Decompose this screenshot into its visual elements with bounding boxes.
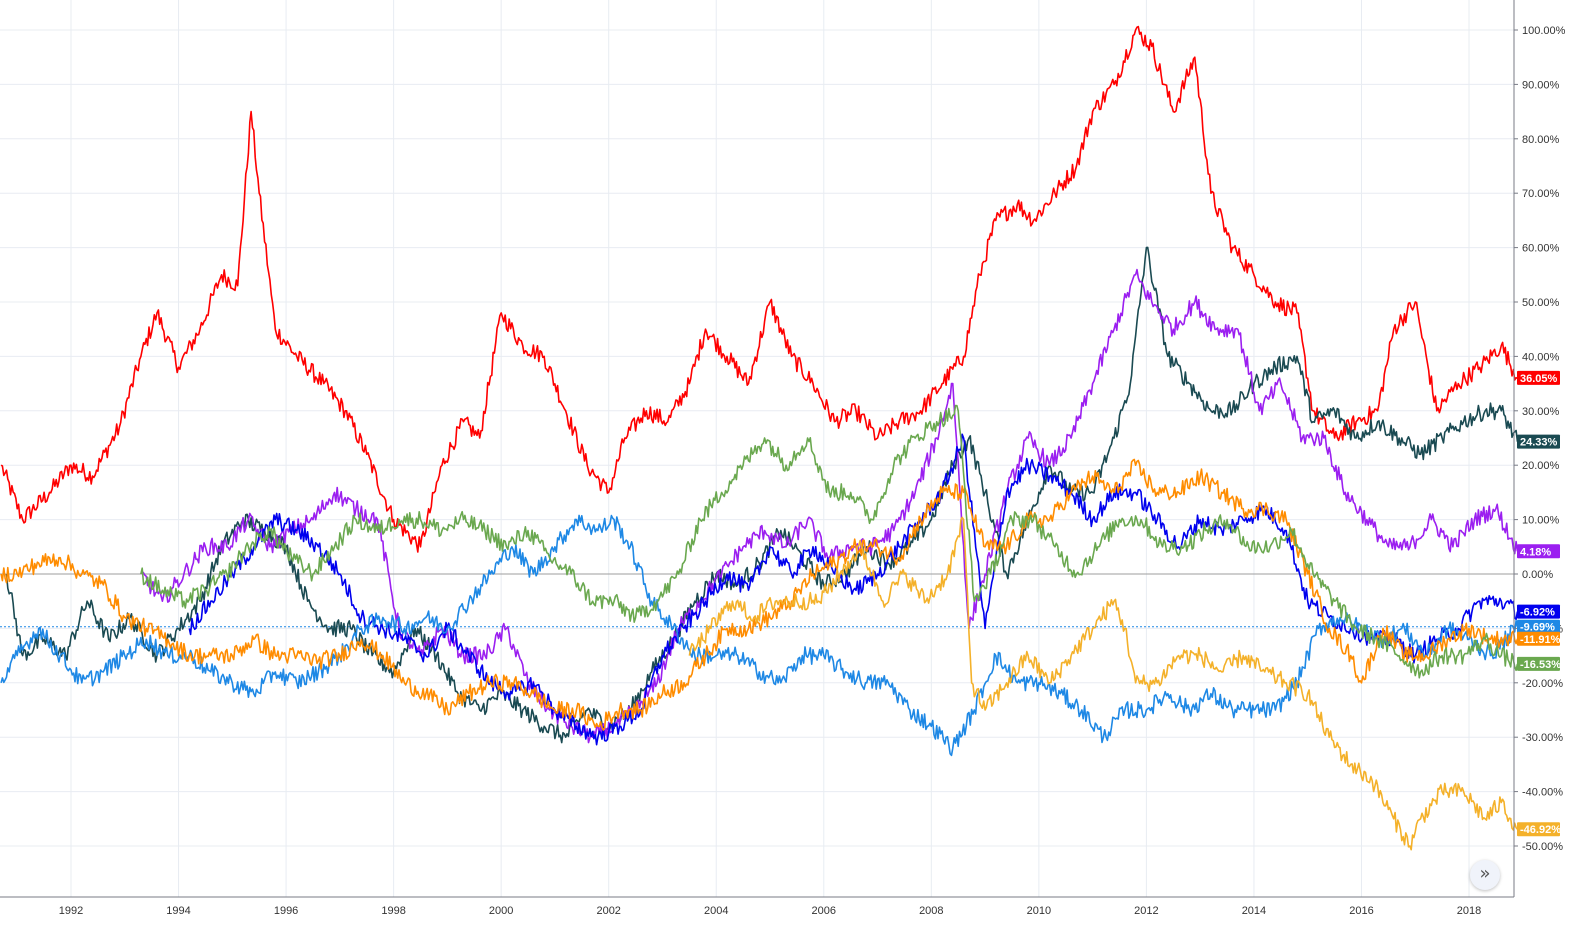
x-tick-label: 2000 [489,905,513,917]
series-line [0,25,1518,553]
y-tick-label: 50.00% [1522,297,1560,309]
x-tick-label: 2010 [1027,905,1051,917]
y-tick-label: -30.00% [1522,732,1563,744]
last-value-label: 4.18% [1520,546,1551,558]
last-value-label: -9.69% [1520,622,1555,634]
x-tick-label: 1996 [274,905,298,917]
series-line [140,404,1519,679]
series-line [688,516,1519,851]
y-tick-label: -20.00% [1522,678,1563,690]
series-line [0,458,1519,731]
x-tick-label: 2018 [1457,905,1481,917]
series-line [5,246,1519,744]
last-value-label: -11.91% [1520,634,1561,646]
last-value-label: 36.05% [1520,373,1558,385]
double-chevron-right-icon: » [1479,863,1491,884]
y-tick-label: 10.00% [1522,515,1560,527]
x-tick-label: 2002 [596,905,620,917]
last-value-badge [1517,370,1560,385]
series-line [0,514,1519,757]
x-tick-label: 2006 [812,905,836,917]
last-value-label: -6.92% [1520,607,1555,619]
x-tick-label: 2014 [1242,905,1266,917]
y-tick-label: 90.00% [1522,79,1560,91]
y-tick-label: 70.00% [1522,188,1560,200]
last-value-badge [1517,619,1560,634]
x-tick-label: 1994 [166,905,190,917]
last-value-label: -46.92% [1520,824,1561,836]
y-tick-label: 100.00% [1522,25,1566,37]
last-value-label: 24.33% [1520,437,1558,449]
y-tick-label: 40.00% [1522,351,1560,363]
series-line [140,268,1519,744]
last-value-badges: 36.05% 24.33% 4.18% -6.92% -9.69%-11.91% -16.… [1517,370,1561,837]
x-tick-label: 2016 [1349,905,1373,917]
x-tick-label: 2008 [919,905,943,917]
series-line [188,433,1519,746]
y-tick-label: 0.00% [1522,569,1553,581]
y-tick-label: 60.00% [1522,243,1560,255]
x-tick-label: 1992 [59,905,83,917]
series-layer [0,25,1519,851]
last-value-badge [1517,434,1560,449]
x-tick-label: 2012 [1134,905,1158,917]
last-value-badge [1517,656,1560,671]
scroll-right-button[interactable]: » [1470,860,1500,890]
x-tick-label: 1998 [381,905,405,917]
y-tick-label: -40.00% [1522,787,1563,799]
y-tick-label: 20.00% [1522,460,1560,472]
last-value-label: -16.53% [1520,659,1561,671]
last-value-badge [1517,822,1560,837]
last-value-badge [1517,631,1560,646]
y-tick-label: -50.00% [1522,841,1563,853]
last-value-badge [1517,544,1560,559]
x-axis-ticks: 1992 1994 1996 1998 2000 2002 2004 2006 2008 2010… [59,905,1482,917]
x-tick-label: 2004 [704,905,728,917]
last-value-badge [1517,604,1560,619]
y-tick-label: 30.00% [1522,406,1560,418]
y-tick-label: 80.00% [1522,134,1560,146]
